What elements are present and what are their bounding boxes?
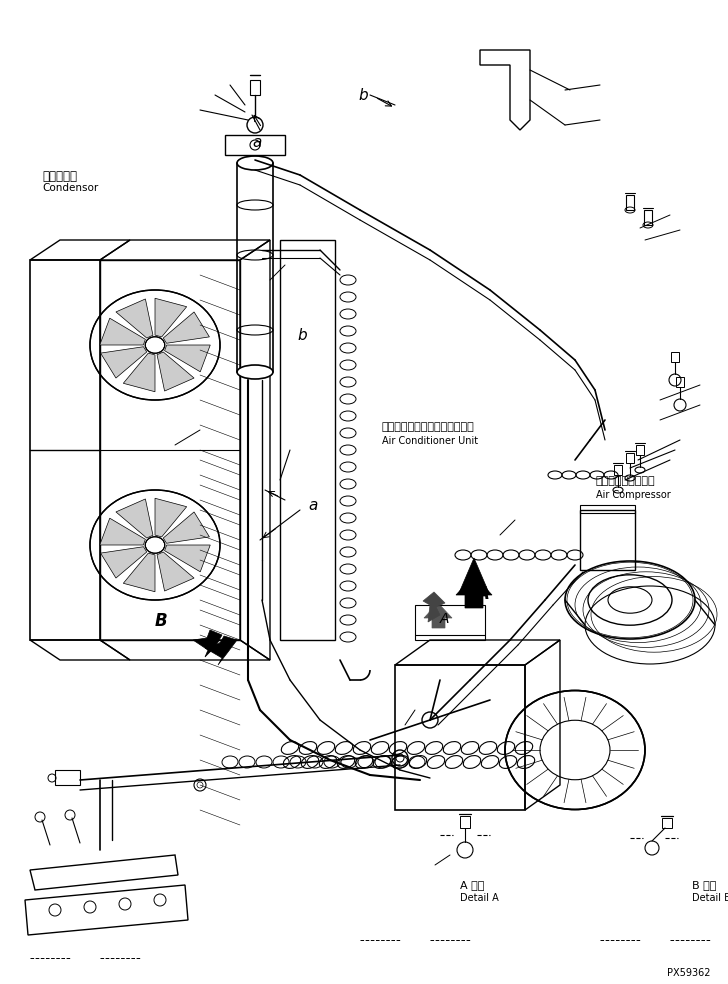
- Bar: [225, 135, 285, 155]
- Bar: [460, 816, 470, 828]
- Polygon shape: [423, 592, 445, 622]
- Polygon shape: [165, 545, 210, 572]
- Polygon shape: [116, 499, 153, 538]
- Bar: [626, 453, 634, 463]
- Polygon shape: [100, 519, 146, 545]
- Polygon shape: [459, 558, 489, 603]
- Polygon shape: [116, 299, 153, 338]
- Polygon shape: [424, 603, 452, 628]
- Text: a: a: [308, 498, 317, 513]
- Text: エアーコンディショナユニット: エアーコンディショナユニット: [382, 422, 475, 432]
- Bar: [280, 240, 335, 640]
- Text: Detail B: Detail B: [692, 893, 728, 903]
- Polygon shape: [100, 318, 146, 345]
- Polygon shape: [100, 547, 147, 578]
- Ellipse shape: [146, 337, 165, 353]
- Text: B: B: [155, 612, 167, 630]
- Text: コンデンサ: コンデンサ: [42, 170, 77, 183]
- Bar: [55, 770, 80, 785]
- Text: A: A: [440, 612, 449, 626]
- Polygon shape: [193, 630, 222, 657]
- Text: Air Conditioner Unit: Air Conditioner Unit: [382, 436, 478, 446]
- Polygon shape: [155, 298, 186, 337]
- Bar: [395, 665, 525, 810]
- Text: A 詳細: A 詳細: [460, 880, 484, 890]
- Bar: [580, 505, 635, 513]
- Bar: [614, 465, 622, 475]
- Polygon shape: [165, 345, 210, 372]
- Text: B 詳細: B 詳細: [692, 880, 716, 890]
- Polygon shape: [205, 636, 237, 665]
- Text: Detail A: Detail A: [460, 893, 499, 903]
- Text: b: b: [358, 88, 368, 103]
- Polygon shape: [163, 312, 210, 343]
- Ellipse shape: [146, 536, 165, 553]
- Bar: [662, 818, 672, 828]
- Polygon shape: [157, 552, 194, 591]
- Text: Condensor: Condensor: [42, 183, 98, 193]
- Text: a: a: [252, 135, 261, 150]
- Ellipse shape: [608, 586, 652, 613]
- Text: A: A: [476, 585, 489, 603]
- Polygon shape: [163, 512, 210, 543]
- Text: Air Compressor: Air Compressor: [596, 490, 670, 500]
- Bar: [636, 445, 644, 455]
- Bar: [671, 352, 679, 362]
- Bar: [626, 195, 634, 210]
- Text: b: b: [297, 328, 306, 343]
- Polygon shape: [123, 553, 155, 591]
- Bar: [250, 80, 260, 95]
- Polygon shape: [155, 498, 186, 537]
- Bar: [644, 210, 652, 225]
- Bar: [580, 510, 635, 570]
- Bar: [676, 377, 684, 387]
- Polygon shape: [100, 346, 147, 378]
- Polygon shape: [157, 352, 194, 391]
- Bar: [415, 605, 485, 640]
- Polygon shape: [123, 353, 155, 392]
- Text: PX59362: PX59362: [667, 968, 710, 978]
- Ellipse shape: [237, 365, 273, 379]
- Text: エアーコンプレッサ: エアーコンプレッサ: [596, 476, 656, 486]
- Polygon shape: [456, 575, 492, 608]
